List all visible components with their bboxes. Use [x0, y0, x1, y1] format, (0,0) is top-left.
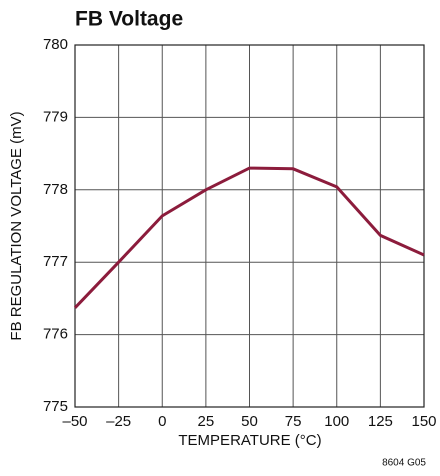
y-tick-label: 776 [43, 326, 68, 343]
x-tick-label: 125 [368, 413, 393, 430]
y-tick-label: 779 [43, 108, 68, 125]
x-axis-label: TEMPERATURE (°C) [178, 432, 321, 449]
plot-frame [74, 44, 425, 408]
x-tick-label: 100 [324, 413, 349, 430]
data-line [73, 166, 425, 309]
chart-title: FB Voltage [75, 8, 183, 31]
x-tick-label: 25 [198, 413, 215, 430]
y-tick-label: 775 [43, 398, 68, 415]
x-tick-label: –50 [62, 413, 87, 430]
x-tick-label: 150 [411, 413, 436, 430]
y-axis-label: FB REGULATION VOLTAGE (mV) [8, 111, 25, 340]
y-tick-label: 778 [43, 181, 68, 198]
y-tick-label: 780 [43, 36, 68, 53]
y-tick-label: 777 [43, 253, 68, 270]
x-tick-label: 50 [241, 413, 258, 430]
x-tick-label: 0 [158, 413, 166, 430]
x-tick-label: 75 [285, 413, 302, 430]
x-tick-label: –25 [106, 413, 131, 430]
figure-code: 8604 G05 [382, 458, 426, 469]
